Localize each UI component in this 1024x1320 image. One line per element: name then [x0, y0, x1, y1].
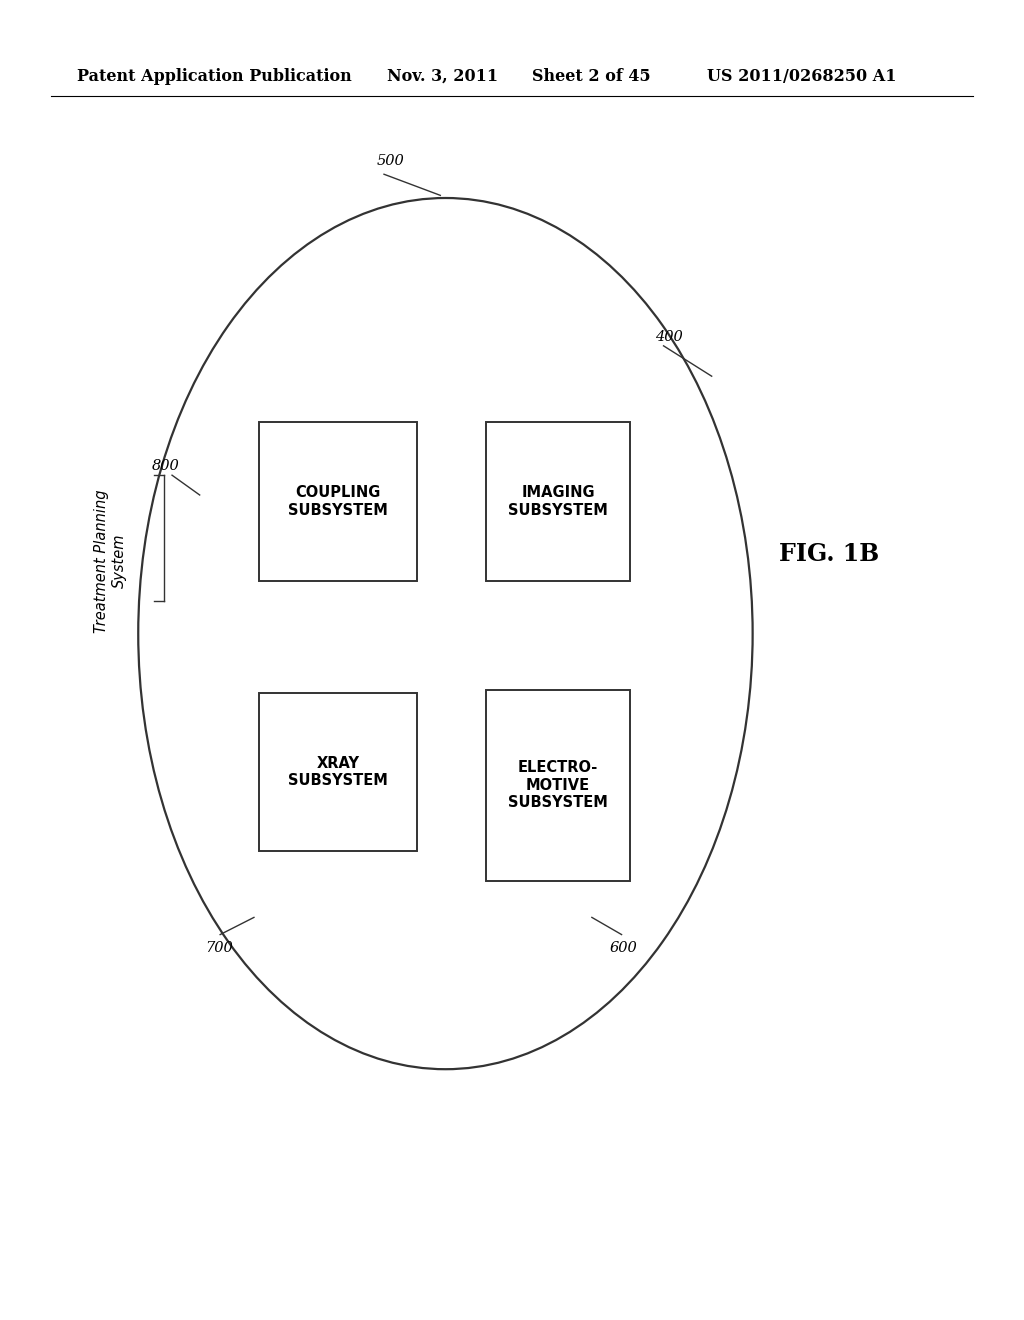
Text: 800: 800 — [152, 459, 179, 473]
Text: 700: 700 — [205, 941, 232, 954]
Text: ELECTRO-
MOTIVE
SUBSYSTEM: ELECTRO- MOTIVE SUBSYSTEM — [508, 760, 608, 810]
Text: FIG. 1B: FIG. 1B — [779, 543, 880, 566]
Text: Patent Application Publication: Patent Application Publication — [77, 69, 351, 84]
Text: 400: 400 — [655, 330, 683, 343]
Text: XRAY
SUBSYSTEM: XRAY SUBSYSTEM — [288, 756, 388, 788]
FancyBboxPatch shape — [258, 422, 418, 581]
Text: Nov. 3, 2011: Nov. 3, 2011 — [387, 69, 499, 84]
Text: Treatment Planning
System: Treatment Planning System — [94, 490, 127, 632]
FancyBboxPatch shape — [486, 422, 630, 581]
FancyBboxPatch shape — [258, 693, 418, 851]
Text: Sheet 2 of 45: Sheet 2 of 45 — [532, 69, 651, 84]
Text: COUPLING
SUBSYSTEM: COUPLING SUBSYSTEM — [288, 486, 388, 517]
FancyBboxPatch shape — [486, 689, 630, 882]
Text: 500: 500 — [377, 154, 404, 168]
Text: IMAGING
SUBSYSTEM: IMAGING SUBSYSTEM — [508, 486, 608, 517]
Text: US 2011/0268250 A1: US 2011/0268250 A1 — [707, 69, 896, 84]
Text: 600: 600 — [609, 941, 637, 954]
